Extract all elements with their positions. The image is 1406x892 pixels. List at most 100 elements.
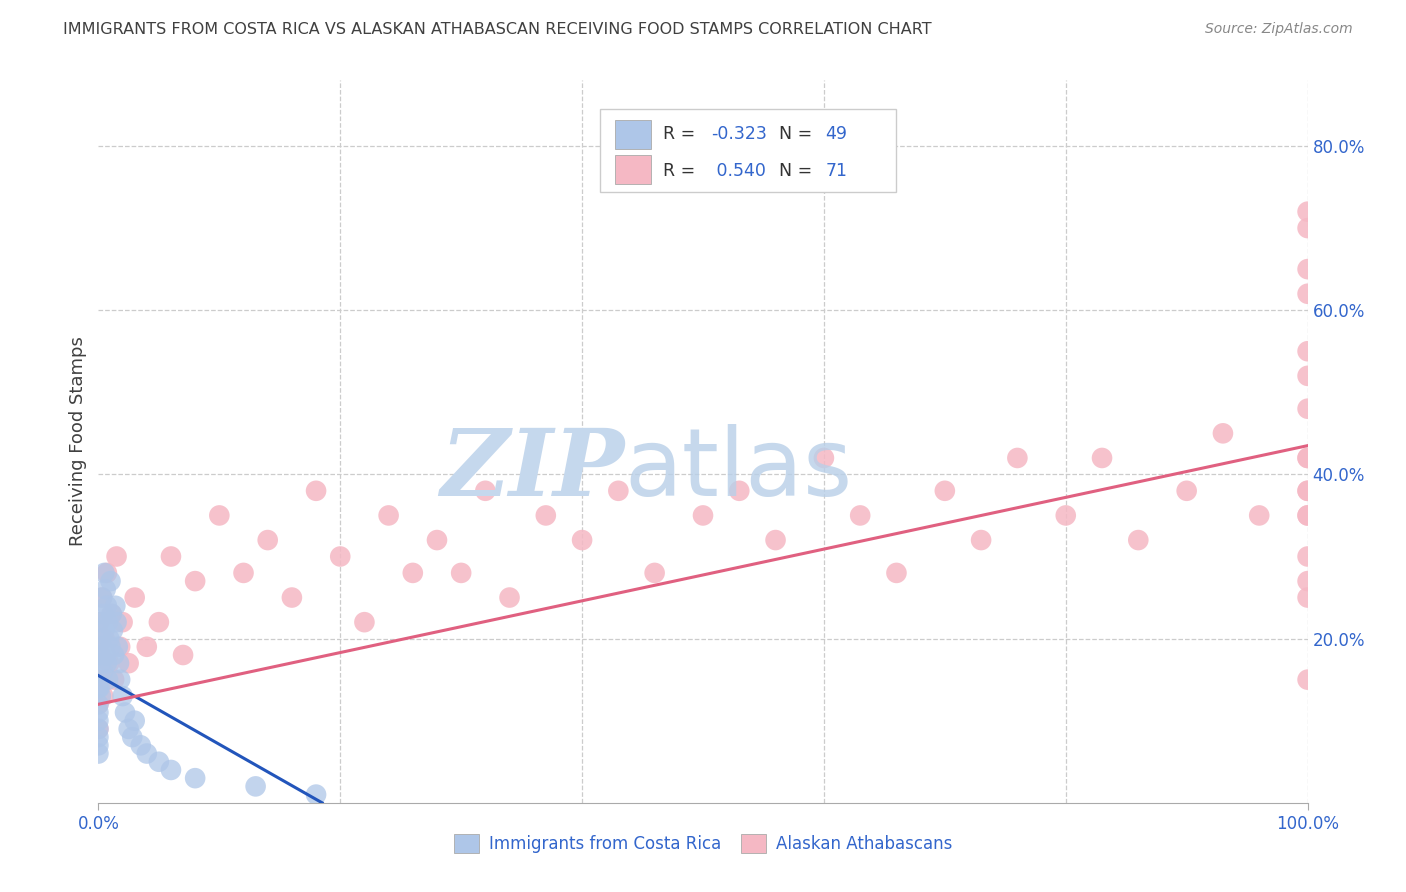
Point (692, 508, 714, 523)
Point (124, 591, 146, 605)
Point (1296, 549, 1319, 564)
Point (93, 566, 115, 580)
Text: -0.323: -0.323 (711, 126, 768, 144)
Point (97, 615, 120, 630)
Point (108, 657, 131, 671)
Point (232, 566, 254, 580)
Point (87, 739, 110, 753)
Point (160, 763, 183, 777)
Point (89, 648, 111, 662)
Point (281, 591, 304, 605)
Point (103, 648, 125, 662)
Point (91, 607, 114, 621)
Point (1296, 673, 1319, 687)
Text: 0.540: 0.540 (711, 161, 766, 179)
Point (87, 722, 110, 736)
Point (1128, 533, 1150, 547)
Text: R =: R = (664, 126, 700, 144)
Point (104, 599, 127, 613)
Point (105, 549, 128, 564)
Text: 49: 49 (825, 126, 848, 144)
Point (121, 730, 143, 744)
Point (87, 698, 110, 712)
Text: 71: 71 (825, 161, 848, 179)
Point (245, 780, 267, 794)
Point (118, 722, 141, 736)
Point (129, 739, 152, 753)
Point (90, 689, 112, 703)
Point (107, 640, 129, 654)
Point (160, 549, 183, 564)
Point (1296, 221, 1319, 235)
Point (89, 615, 111, 630)
Point (93, 632, 115, 646)
Point (607, 483, 630, 498)
Point (1175, 483, 1198, 498)
Point (934, 483, 956, 498)
Point (1296, 344, 1319, 359)
Point (886, 566, 908, 580)
FancyBboxPatch shape (614, 154, 651, 184)
Point (91, 591, 114, 605)
Point (172, 648, 194, 662)
Point (111, 615, 134, 630)
Point (1296, 483, 1319, 498)
Point (1296, 450, 1319, 465)
Point (970, 533, 993, 547)
Point (305, 483, 328, 498)
Point (87, 730, 110, 744)
Point (1296, 574, 1319, 588)
Point (377, 508, 399, 523)
Point (1296, 508, 1319, 523)
Point (474, 483, 496, 498)
Point (87, 714, 110, 728)
Point (1249, 508, 1271, 523)
Point (402, 566, 425, 580)
Point (184, 771, 207, 785)
Text: IMMIGRANTS FROM COSTA RICA VS ALASKAN ATHABASCAN RECEIVING FOOD STAMPS CORRELATI: IMMIGRANTS FROM COSTA RICA VS ALASKAN AT… (63, 22, 932, 37)
Point (728, 483, 751, 498)
Point (571, 533, 593, 547)
Point (96, 566, 118, 580)
Point (100, 607, 122, 621)
Point (87, 673, 110, 687)
Point (90, 648, 112, 662)
Point (105, 615, 128, 630)
Point (426, 533, 449, 547)
Point (1296, 483, 1319, 498)
Text: N =: N = (779, 126, 818, 144)
Point (1054, 508, 1077, 523)
Point (1296, 368, 1319, 383)
Point (87, 722, 110, 736)
Point (849, 508, 872, 523)
Point (96, 657, 118, 671)
Point (91, 665, 114, 679)
Point (1296, 204, 1319, 219)
Point (305, 788, 328, 802)
Point (1296, 591, 1319, 605)
Point (353, 615, 375, 630)
Point (329, 549, 352, 564)
Point (498, 591, 520, 605)
Point (103, 673, 125, 687)
Point (100, 574, 122, 588)
Text: atlas: atlas (624, 425, 852, 516)
Point (1296, 401, 1319, 416)
Point (765, 533, 787, 547)
Point (101, 624, 124, 638)
Point (90, 657, 112, 671)
Point (1007, 450, 1029, 465)
Point (1212, 426, 1234, 441)
Point (1296, 450, 1319, 465)
Point (93, 624, 115, 638)
Point (1296, 262, 1319, 277)
Point (91, 591, 114, 605)
Point (114, 706, 136, 720)
Point (87, 747, 110, 761)
Point (1091, 450, 1114, 465)
Text: Source: ZipAtlas.com: Source: ZipAtlas.com (1205, 22, 1353, 37)
Point (108, 640, 131, 654)
Point (91, 640, 114, 654)
Point (87, 698, 110, 712)
Point (89, 615, 111, 630)
